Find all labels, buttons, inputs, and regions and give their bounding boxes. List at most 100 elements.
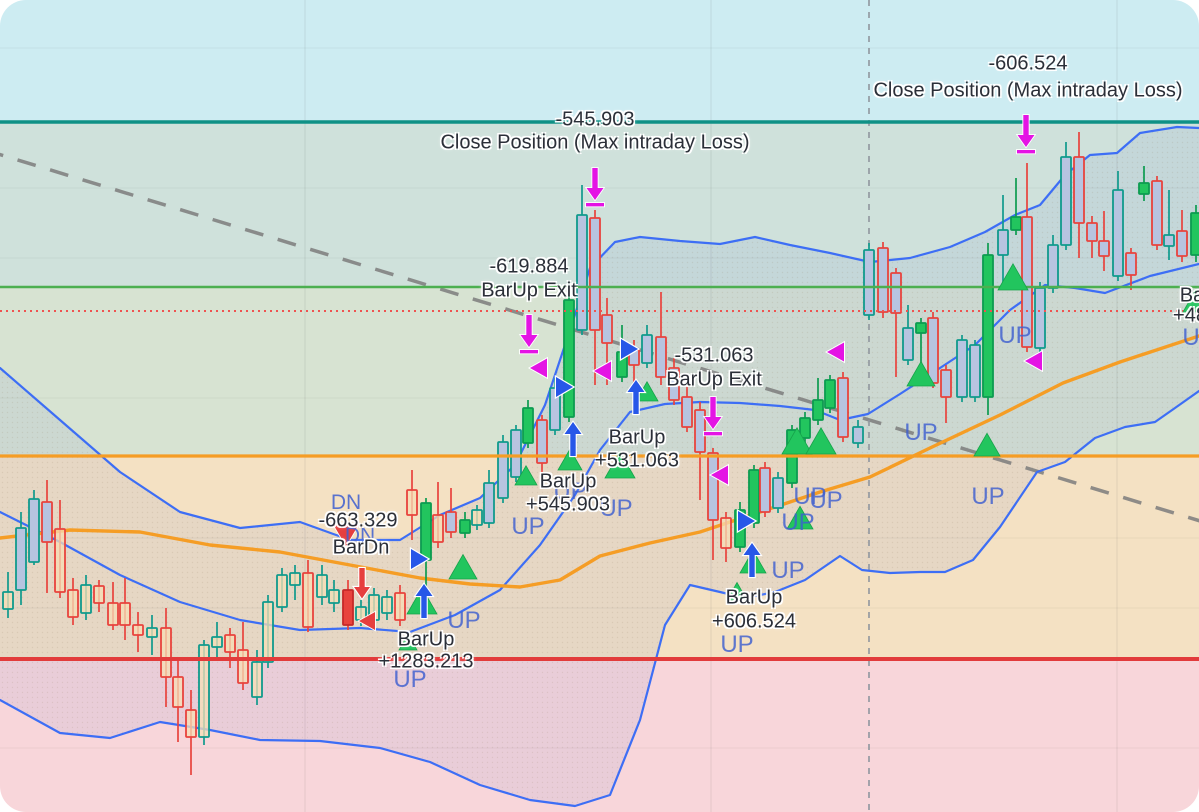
candle-body	[1086, 222, 1098, 242]
candle-body	[107, 602, 119, 626]
buy-arrow-marker	[625, 378, 647, 416]
candle-body	[342, 589, 354, 626]
candle-body	[445, 511, 457, 533]
candle-body	[877, 247, 889, 313]
candle-body	[237, 649, 249, 684]
candle-body	[576, 214, 588, 331]
candle-body	[289, 572, 301, 586]
candle-body	[1047, 244, 1059, 289]
close-position-arrow-marker	[1015, 114, 1037, 155]
buy-arrow-marker	[413, 582, 435, 620]
candle-body	[41, 501, 53, 543]
candle-body	[198, 644, 210, 738]
candle-body	[837, 377, 849, 438]
buy-arrow-marker	[741, 541, 763, 579]
up-triangle-marker	[726, 581, 748, 601]
ma-orange	[0, 334, 1199, 589]
candle-body	[15, 527, 27, 591]
candle-body	[1060, 156, 1072, 246]
candle-body	[1112, 189, 1124, 277]
exit-left-triangle-marker	[591, 359, 612, 383]
candle-body	[863, 249, 875, 316]
exit-left-triangle-marker	[527, 356, 548, 380]
exit-left-triangle-marker	[824, 340, 845, 364]
candle-body	[772, 477, 784, 509]
candle-body	[471, 509, 483, 526]
candle-body	[1125, 252, 1137, 276]
candle-body	[406, 489, 418, 516]
candle-body	[1151, 180, 1163, 246]
zone-cyan	[0, 0, 1199, 121]
exit-left-triangle-marker	[708, 463, 729, 487]
candle-body	[132, 624, 144, 636]
up-triangle-marker	[448, 553, 478, 580]
up-triangle-marker	[604, 450, 636, 479]
band-upper	[0, 125, 1199, 542]
candle-body	[483, 482, 495, 524]
candle-body	[927, 317, 939, 384]
candle-body	[641, 334, 653, 364]
candle-body	[799, 417, 811, 439]
candle-body	[940, 369, 952, 398]
candle-body	[589, 217, 601, 331]
candle-body	[251, 661, 263, 698]
up-triangle-marker	[1182, 288, 1199, 313]
exit-left-triangle-marker	[1022, 349, 1043, 373]
entry-right-triangle-marker	[554, 374, 576, 400]
up-triangle-marker	[557, 448, 583, 471]
candle-body	[394, 592, 406, 621]
candle-body	[67, 589, 79, 618]
up-triangle-marker	[781, 426, 813, 455]
candle-body	[668, 367, 680, 401]
sell-arrow-marker	[351, 566, 373, 601]
candle-body	[459, 519, 471, 534]
candle-body	[902, 327, 914, 361]
candle-body	[276, 574, 288, 608]
markers-layer	[331, 114, 1199, 651]
candle-body	[915, 322, 927, 334]
candle-body	[93, 585, 105, 604]
candle-body	[510, 429, 522, 478]
candle-body	[497, 441, 509, 499]
candle-body	[812, 399, 824, 421]
candle-body	[172, 676, 184, 708]
candle-body	[432, 514, 444, 543]
candle-body	[146, 627, 158, 638]
candle-body	[748, 469, 760, 524]
candle-body	[262, 601, 274, 663]
candle-body	[956, 339, 968, 398]
entry-right-triangle-marker	[409, 546, 431, 572]
candle-body	[420, 502, 432, 561]
candle-body	[707, 452, 719, 521]
candle-body	[1034, 287, 1046, 349]
candle-body	[522, 407, 534, 444]
buy-arrow-marker	[562, 420, 584, 458]
candle-body	[890, 272, 902, 314]
candle-body	[54, 528, 66, 593]
candle-body	[969, 344, 981, 398]
up-triangle-marker	[514, 464, 538, 486]
candle-body	[80, 584, 92, 614]
candle-body	[824, 379, 836, 409]
candle-body	[852, 426, 864, 444]
candle-body	[160, 627, 172, 678]
down-triangle-marker	[331, 523, 361, 548]
candle-body	[655, 336, 667, 378]
close-position-arrow-marker	[518, 314, 540, 355]
candle-body	[1190, 212, 1199, 256]
candle-body	[681, 396, 693, 428]
candle-body	[1098, 240, 1110, 257]
up-triangle-marker	[786, 505, 814, 530]
candle-body	[1073, 156, 1085, 224]
candle-body	[28, 498, 40, 563]
candle-body	[302, 572, 314, 628]
candle-body	[2, 591, 14, 610]
candle-body	[211, 636, 223, 648]
candle-body	[224, 634, 236, 653]
candle-body	[694, 409, 706, 453]
candle-body	[536, 419, 548, 464]
close-position-arrow-marker	[702, 396, 724, 437]
candle-body	[720, 517, 732, 549]
